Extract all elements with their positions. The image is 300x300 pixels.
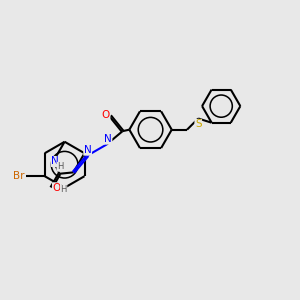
Text: H: H <box>57 162 63 171</box>
Text: N: N <box>104 134 112 144</box>
Text: O: O <box>52 183 61 193</box>
Text: H: H <box>61 185 67 194</box>
Text: N: N <box>51 157 59 166</box>
Text: O: O <box>102 110 110 120</box>
Text: Br: Br <box>14 171 25 181</box>
Text: S: S <box>195 119 202 129</box>
Text: N: N <box>84 145 92 155</box>
